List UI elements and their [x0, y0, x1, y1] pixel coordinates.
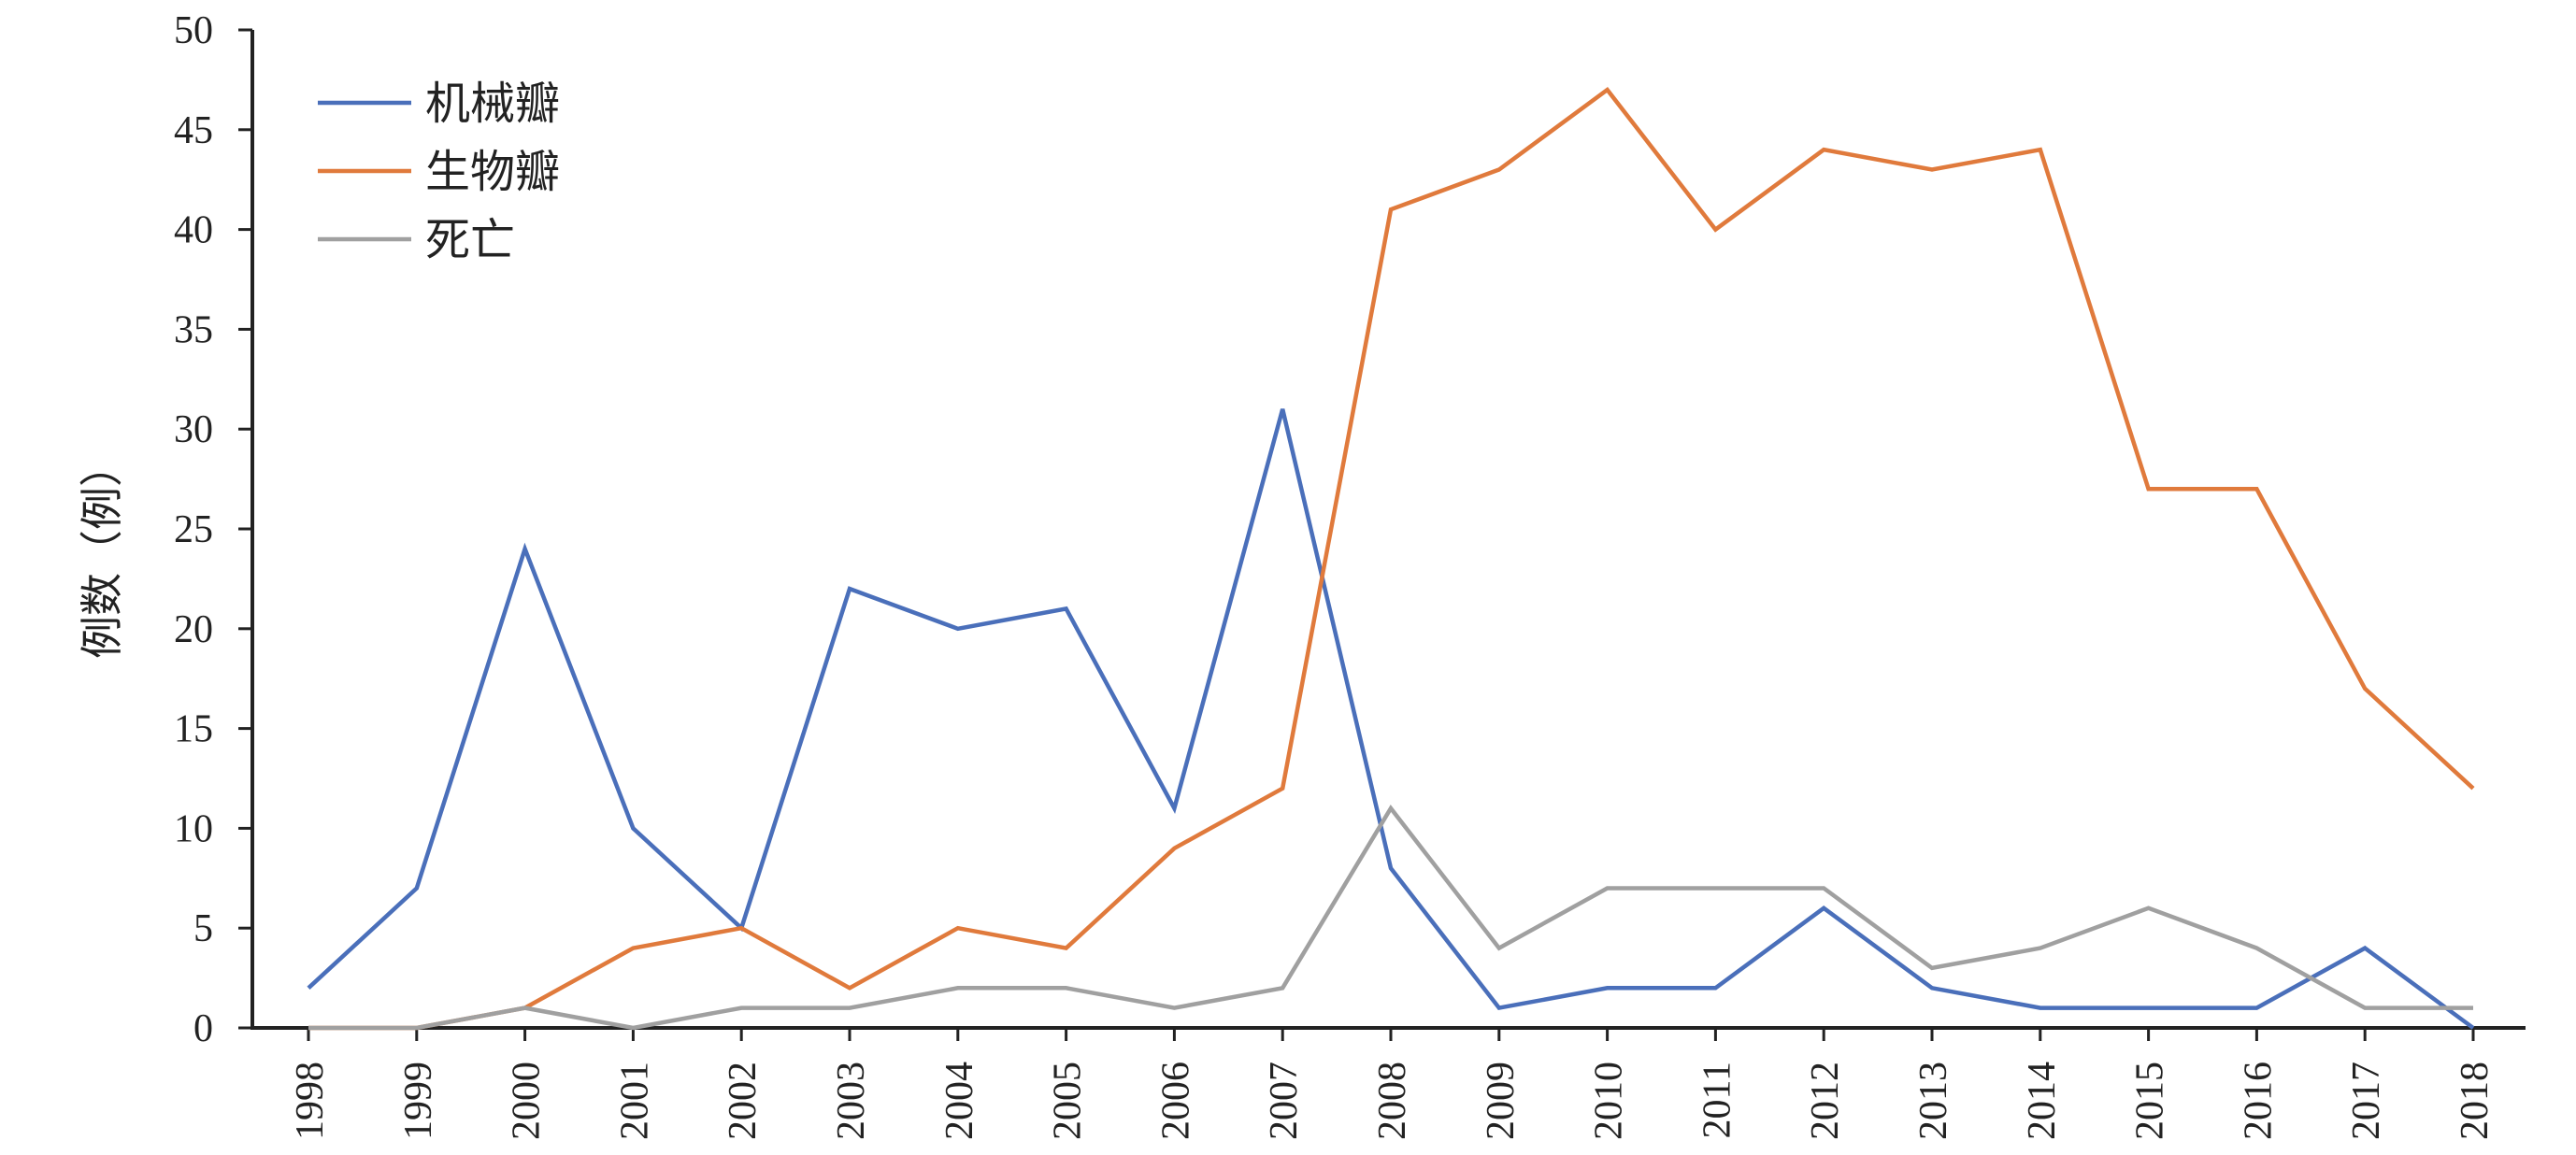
- x-tick-label: 1998: [289, 1062, 332, 1140]
- y-tick-label: 50: [174, 9, 213, 52]
- x-tick-label: 2001: [613, 1062, 656, 1140]
- x-tick-label: 2003: [830, 1062, 873, 1140]
- x-tick-label: 2016: [2237, 1062, 2280, 1140]
- x-tick-label: 2015: [2129, 1062, 2172, 1140]
- series-line-2: [308, 805, 2473, 1031]
- y-tick-label: 25: [174, 508, 213, 551]
- series-lines: [307, 86, 2475, 1031]
- y-ticks: 0 5 10 15 20 25 30 35 40 45 50: [174, 9, 252, 1050]
- x-tick-label: 2017: [2345, 1062, 2388, 1140]
- y-tick-label: 5: [193, 907, 213, 950]
- x-tick-label: 2014: [2021, 1062, 2064, 1140]
- x-tick-label: 1999: [397, 1062, 440, 1140]
- x-tick-label: 2005: [1047, 1062, 1090, 1140]
- y-axis-label: 例数（例）: [77, 444, 127, 659]
- x-ticks: 1998 1999 2000 2001 2002 2003 2004 2005 2006 2007…: [289, 1028, 2497, 1140]
- y-tick-label: 20: [174, 608, 213, 651]
- x-tick-label: 2002: [722, 1062, 765, 1140]
- y-tick-label: 35: [174, 308, 213, 351]
- series-line-0: [307, 408, 2475, 1030]
- x-tick-label: 2013: [1912, 1062, 1955, 1140]
- x-tick-label: 2011: [1696, 1062, 1739, 1138]
- x-tick-label: 2009: [1480, 1062, 1523, 1140]
- x-tick-label: 2006: [1154, 1062, 1197, 1140]
- legend-label: 死亡: [425, 214, 515, 266]
- y-tick-label: 15: [174, 708, 213, 751]
- y-tick-label: 10: [174, 807, 213, 850]
- x-tick-label: 2010: [1588, 1062, 1631, 1140]
- x-tick-label: 2007: [1263, 1062, 1306, 1140]
- legend-label: 生物瓣: [425, 146, 560, 198]
- x-tick-label: 2008: [1371, 1062, 1414, 1140]
- y-tick-label: 40: [174, 209, 213, 252]
- y-tick-label: 45: [174, 109, 213, 152]
- legend-label: 机械瓣: [425, 78, 560, 130]
- x-tick-label: 2018: [2454, 1062, 2497, 1140]
- y-tick-label: 30: [174, 408, 213, 451]
- series-line-1: [308, 86, 2475, 1031]
- y-tick-label: 0: [193, 1007, 213, 1050]
- x-tick-label: 2012: [1804, 1062, 1847, 1140]
- x-tick-label: 2000: [506, 1062, 549, 1140]
- x-tick-label: 2004: [938, 1062, 981, 1140]
- axes: [250, 30, 2526, 1030]
